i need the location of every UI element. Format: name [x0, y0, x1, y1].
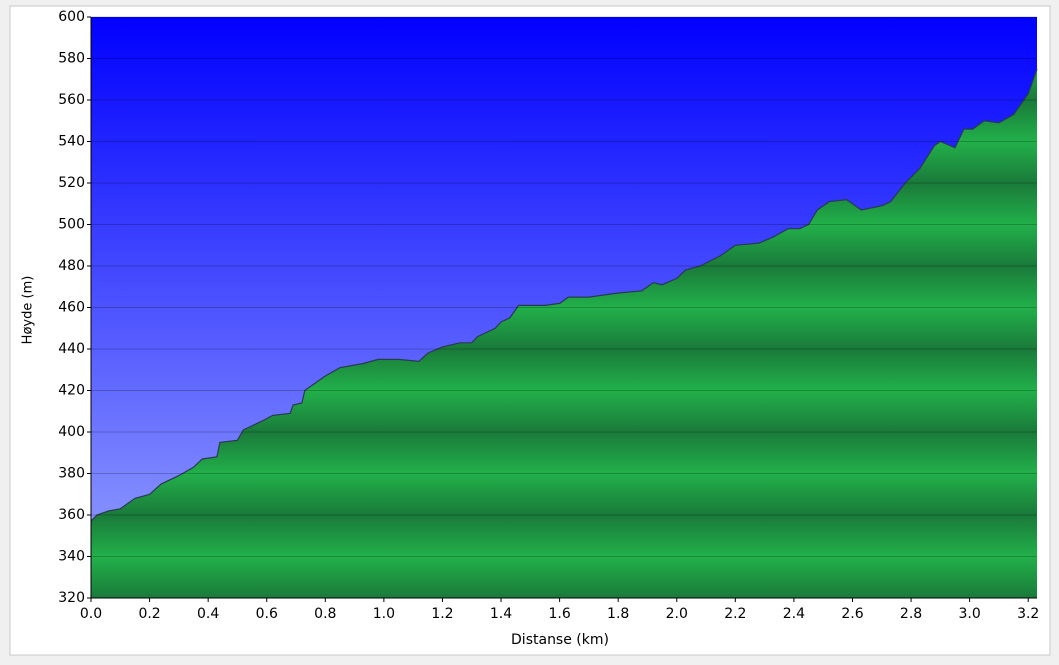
y-tick-label: 440 [58, 341, 85, 357]
x-tick-label: 0.8 [314, 606, 336, 622]
x-tick-label: 1.4 [490, 606, 512, 622]
y-axis-label: Høyde (m) [21, 276, 36, 345]
elevation-line [90, 68, 1038, 522]
x-tick-label: 3.0 [959, 606, 981, 622]
y-tick-label: 500 [58, 217, 85, 233]
x-tick-label: 2.6 [841, 606, 863, 622]
x-tick-label: 2.8 [900, 606, 922, 622]
x-axis-label: Distanse (km) [511, 632, 609, 648]
x-tick-label: 0.2 [138, 606, 160, 622]
x-tick-label: 0.6 [256, 606, 278, 622]
y-tick-label: 380 [58, 466, 85, 482]
y-tick-label: 520 [58, 175, 85, 191]
y-tick-label: 540 [58, 134, 85, 150]
y-tick-label: 480 [58, 258, 85, 274]
y-tick-label: 580 [58, 51, 85, 67]
x-tick-label: 0.0 [80, 606, 102, 622]
x-tick-label: 1.8 [607, 606, 629, 622]
y-tick-label: 400 [58, 424, 85, 440]
x-tick-label: 1.2 [431, 606, 453, 622]
y-tick-label: 340 [58, 549, 85, 565]
x-tick-label: 0.4 [197, 606, 219, 622]
y-tick-label: 600 [58, 9, 85, 25]
y-tick-label: 560 [58, 92, 85, 108]
y-tick-label: 460 [58, 300, 85, 316]
x-tick-label: 2.2 [724, 606, 746, 622]
elevation-area [91, 68, 1037, 598]
x-tick-label: 1.6 [548, 606, 570, 622]
x-tick-label: 2.4 [783, 606, 805, 622]
x-tick-label: 2.0 [666, 606, 688, 622]
x-tick-label: 3.2 [1017, 606, 1039, 622]
y-tick-label: 420 [58, 383, 85, 399]
y-tick-label: 360 [58, 507, 85, 523]
x-tick-label: 1.0 [373, 606, 395, 622]
y-tick-label: 320 [58, 590, 85, 606]
